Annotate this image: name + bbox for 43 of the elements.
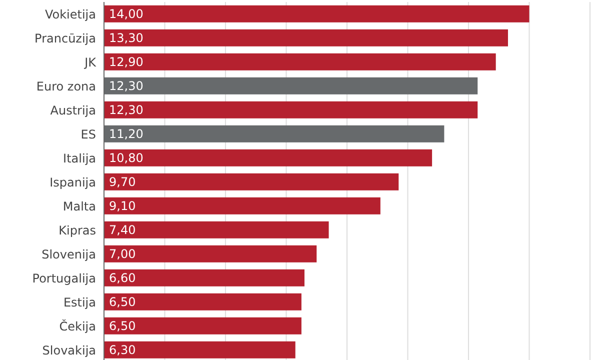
- data-label: 12,90: [109, 55, 144, 70]
- y-tick-label: Austrija: [50, 103, 96, 118]
- y-tick-label: Ispanija: [50, 175, 96, 190]
- data-label: 10,80: [109, 151, 144, 166]
- bar: [104, 173, 399, 190]
- y-tick-label: JK: [84, 55, 98, 70]
- bar: [104, 29, 508, 46]
- y-tick-label: Kipras: [58, 223, 96, 238]
- data-label: 12,30: [109, 103, 144, 118]
- data-label: 6,50: [109, 295, 136, 310]
- bar: [104, 269, 304, 286]
- bar: [104, 341, 296, 358]
- y-tick-label: Malta: [62, 199, 96, 214]
- y-tick-label: Portugalija: [32, 271, 96, 286]
- bar: [104, 5, 530, 22]
- y-tick-label: Vokietija: [44, 7, 96, 22]
- y-tick-label: ES: [80, 127, 96, 142]
- data-label: 7,00: [109, 247, 136, 262]
- y-tick-label: Prancūzija: [34, 31, 96, 46]
- y-tick-label: Italija: [63, 151, 96, 166]
- data-label: 7,40: [109, 223, 136, 238]
- bar: [104, 53, 496, 70]
- data-label: 14,00: [109, 7, 144, 22]
- bar: [104, 293, 302, 310]
- y-tick-label: Slovenija: [42, 247, 96, 262]
- data-label: 6,50: [109, 319, 136, 334]
- y-tick-label: Slovakija: [42, 343, 96, 358]
- y-tick-label: Euro zona: [36, 79, 96, 94]
- data-label: 9,70: [109, 175, 136, 190]
- bar: [104, 149, 432, 166]
- data-label: 6,60: [109, 271, 136, 286]
- bar: [104, 245, 317, 262]
- data-label: 12,30: [109, 79, 144, 94]
- bar: [104, 221, 329, 238]
- y-tick-label: Čekija: [59, 318, 96, 334]
- bar: [104, 101, 478, 118]
- y-tick-label: Estija: [63, 295, 96, 310]
- data-label: 11,20: [109, 127, 144, 142]
- bar: [104, 317, 302, 334]
- data-label: 6,30: [109, 343, 136, 358]
- data-label: 13,30: [109, 31, 144, 46]
- data-label: 9,10: [109, 199, 136, 214]
- bar: [104, 197, 380, 214]
